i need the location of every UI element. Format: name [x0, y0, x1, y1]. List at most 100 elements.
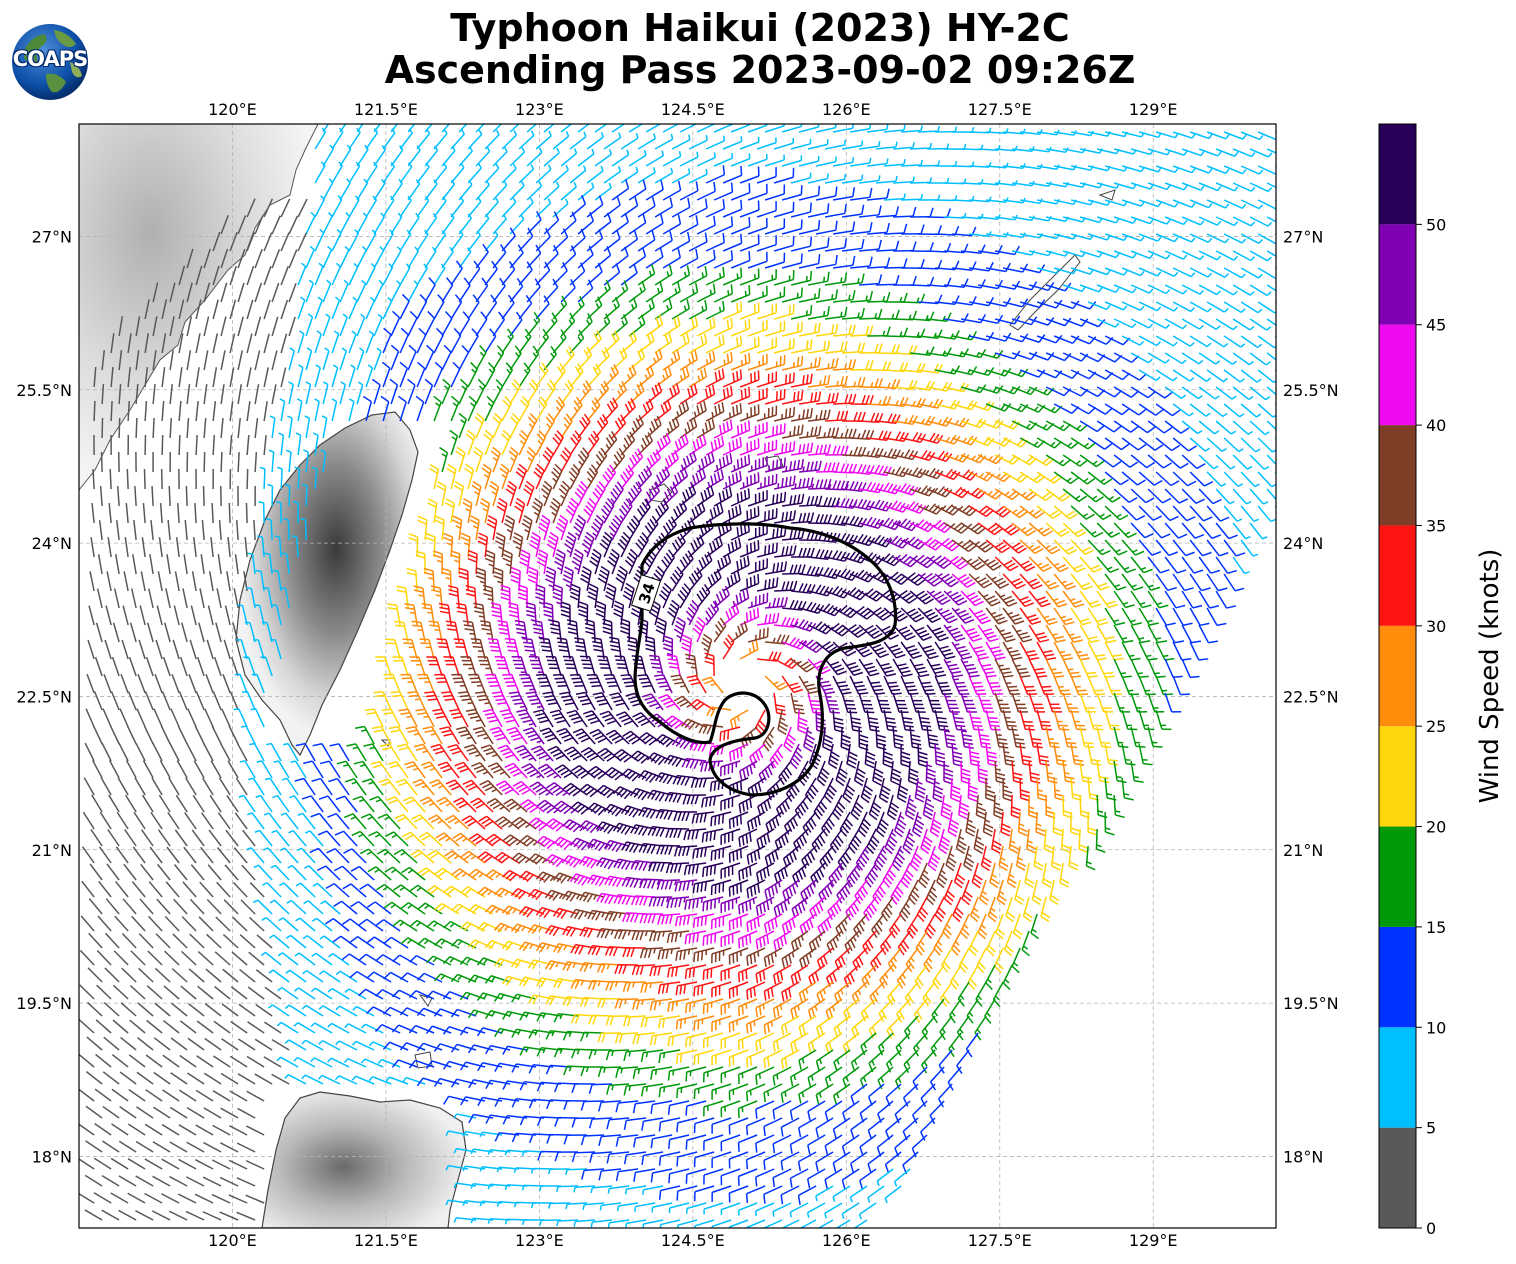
wind-barb — [586, 195, 604, 218]
wind-barb — [876, 240, 900, 252]
wind-barb — [424, 213, 438, 235]
wind-barb — [773, 201, 795, 218]
colorbar-bin — [1379, 1027, 1416, 1128]
wind-barb — [467, 230, 481, 252]
wind-barb — [314, 262, 324, 286]
wind-barb — [246, 468, 249, 490]
wind-barb — [756, 235, 777, 252]
wind-barb — [842, 238, 865, 252]
wind-barb — [569, 165, 587, 184]
wind-barb — [390, 178, 403, 201]
wind-barb — [1155, 233, 1179, 243]
wind-barb — [552, 131, 570, 150]
wind-barb — [246, 232, 256, 252]
wind-barb — [859, 175, 881, 184]
wind-barb — [611, 124, 626, 133]
wind-barb — [518, 130, 535, 150]
wind-barb — [365, 128, 379, 150]
colorbar-tick-label: 5 — [1426, 1119, 1436, 1138]
wind-barb — [1274, 403, 1276, 406]
wind-barb — [1104, 233, 1128, 242]
wind-barb — [662, 214, 682, 235]
wind-barb — [773, 137, 795, 150]
wind-barb — [637, 167, 656, 184]
wind-barb — [1223, 267, 1246, 279]
wind-barb — [603, 195, 621, 218]
wind-barb — [382, 229, 394, 252]
wind-barb — [331, 127, 344, 150]
wind-barb — [1257, 199, 1276, 210]
wind-barb — [416, 128, 431, 150]
wind-barb — [535, 164, 552, 184]
wind-barb — [876, 206, 900, 218]
coaps-logo: COAPS — [10, 22, 90, 102]
wind-barb — [1172, 131, 1196, 139]
wind-barb — [237, 282, 245, 303]
wind-barb — [773, 270, 795, 286]
wind-barb — [1138, 199, 1162, 208]
wind-barb — [1189, 199, 1213, 209]
wind-barb — [518, 164, 535, 184]
wind-barb — [773, 235, 795, 252]
wind-barb — [1181, 216, 1205, 226]
wind-barb — [1155, 199, 1179, 208]
colorbar-bin — [1379, 324, 1416, 426]
wind-barb — [450, 162, 465, 184]
wind-barb — [211, 502, 214, 524]
wind-barb — [1240, 199, 1264, 210]
wind-barb — [339, 124, 347, 133]
wind-barb — [1147, 182, 1171, 191]
wind-barb — [416, 229, 429, 252]
wind-barb — [671, 168, 691, 184]
wind-barb — [280, 266, 289, 286]
wind-barb — [637, 133, 656, 150]
wind-barb — [168, 485, 171, 507]
wind-barb — [739, 234, 760, 252]
wind-barb — [671, 231, 691, 252]
wind-barb — [1096, 284, 1120, 293]
wind-barb — [918, 225, 942, 236]
wind-barb — [356, 212, 368, 235]
wind-barb — [739, 136, 760, 150]
wind-barb — [918, 160, 941, 167]
wind-barb — [867, 222, 891, 235]
wind-barb — [927, 177, 950, 184]
lat-tick-label-right: 21°N — [1283, 841, 1323, 860]
wind-barb — [246, 198, 256, 218]
wind-barb — [603, 229, 621, 252]
wind-barb — [331, 262, 341, 286]
wind-barb — [833, 255, 856, 269]
wind-barb — [901, 194, 924, 201]
wind-barb — [654, 167, 674, 184]
wind-barb — [654, 264, 673, 286]
wind-barb — [467, 260, 481, 286]
wind-barb — [433, 162, 448, 184]
wind-barb — [152, 282, 159, 303]
wind-barb — [220, 248, 229, 269]
wind-barb — [577, 212, 595, 235]
wind-barb — [764, 154, 785, 167]
wind-barb — [773, 167, 795, 184]
wind-barb — [501, 197, 517, 218]
wind-barb — [884, 258, 908, 269]
wind-barb — [1274, 471, 1276, 475]
wind-barb — [399, 162, 413, 184]
wind-barb — [501, 130, 518, 150]
wind-barb — [228, 502, 231, 524]
colorbar-bin — [1379, 224, 1416, 325]
wind-barb — [356, 178, 369, 201]
wind-barb — [824, 203, 847, 218]
wind-barb — [110, 400, 113, 422]
wind-barb — [944, 143, 967, 150]
wind-barb — [237, 451, 240, 473]
wind-barb — [543, 181, 560, 201]
wind-barb — [365, 229, 377, 252]
wind-barb — [509, 180, 525, 201]
wind-barb — [1206, 233, 1230, 244]
wind-barb — [910, 242, 934, 253]
colorbar-bin — [1379, 726, 1416, 827]
wind-barb — [620, 263, 638, 286]
wind-barb — [722, 233, 743, 252]
wind-barb — [1206, 165, 1230, 175]
wind-barb — [586, 229, 604, 252]
